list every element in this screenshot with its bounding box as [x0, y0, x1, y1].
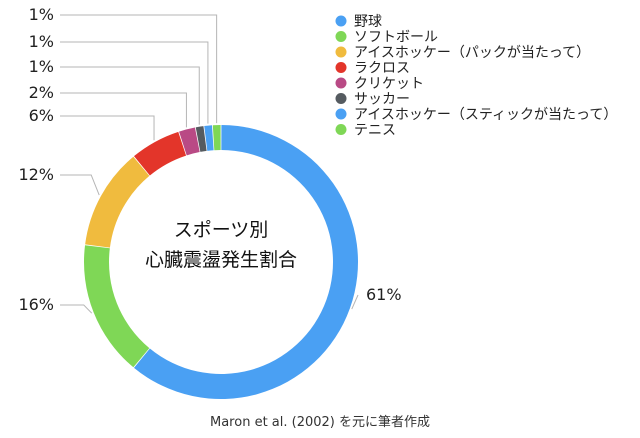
pct-label-2: 16%	[18, 295, 54, 314]
leader-line-5	[60, 92, 187, 128]
legend-item: クリケット	[335, 76, 424, 92]
legend-swatch	[335, 93, 347, 104]
legend-item: テニス	[335, 123, 396, 139]
legend-label: 野球	[354, 14, 382, 30]
legend: 野球ソフトボールアイスホッケー（パックが当たって）ラクロスクリケットサッカーアイ…	[335, 14, 617, 139]
leader-line-4	[60, 115, 155, 141]
legend-swatch	[335, 62, 347, 73]
slice-7	[204, 125, 214, 151]
legend-label: テニス	[354, 123, 396, 139]
slice-6	[195, 126, 207, 152]
legend-swatch	[335, 108, 347, 120]
chart-title: スポーツ別	[174, 219, 269, 241]
pct-label-1: 61%	[366, 285, 402, 304]
legend-swatch	[335, 31, 347, 42]
legend-label: サッカー	[354, 92, 410, 108]
chart-subtitle: 心臓震盪発生割合	[145, 248, 297, 271]
leader-line-6	[60, 66, 200, 125]
leader-line-1	[351, 294, 359, 310]
legend-label: アイスホッケー（パックが当たって）	[354, 45, 590, 61]
leader-line-8	[60, 14, 218, 124]
legend-swatch	[335, 77, 347, 89]
pct-label-8: 1%	[29, 5, 54, 24]
legend-item: サッカー	[335, 92, 410, 108]
pct-label-3: 12%	[18, 165, 54, 184]
slice-2	[84, 245, 150, 368]
pct-label-5: 2%	[29, 83, 54, 102]
slice-3	[85, 156, 150, 248]
legend-label: アイスホッケー（スティックが当たって）	[354, 107, 617, 123]
donut-slices	[84, 125, 358, 400]
legend-item: 野球	[335, 14, 382, 30]
leader-line-7	[60, 41, 209, 124]
leader-line-2	[60, 304, 93, 314]
slice-5	[179, 127, 200, 156]
pct-label-4: 6%	[29, 106, 54, 125]
leader-line-3	[60, 174, 100, 196]
legend-item: アイスホッケー（パックが当たって）	[335, 45, 590, 61]
legend-item: ソフトボール	[335, 30, 438, 46]
slice-8	[212, 125, 221, 151]
legend-item: ラクロス	[335, 61, 410, 77]
legend-label: ラクロス	[354, 61, 410, 77]
label-leader-lines	[60, 14, 359, 314]
percentage-labels: 61% 16% 12% 6% 2% 1% 1% 1%	[18, 5, 401, 314]
legend-label: クリケット	[354, 76, 424, 92]
source-caption: Maron et al. (2002) を元に筆者作成	[210, 415, 430, 430]
legend-label: ソフトボール	[354, 30, 438, 46]
slice-4	[133, 131, 187, 176]
slice-1	[133, 125, 358, 400]
pct-label-6: 1%	[29, 57, 54, 76]
legend-swatch	[335, 124, 347, 135]
legend-item: アイスホッケー（スティックが当たって）	[335, 107, 617, 123]
legend-swatch	[335, 46, 347, 58]
legend-swatch	[335, 15, 347, 27]
pct-label-7: 1%	[29, 32, 54, 51]
